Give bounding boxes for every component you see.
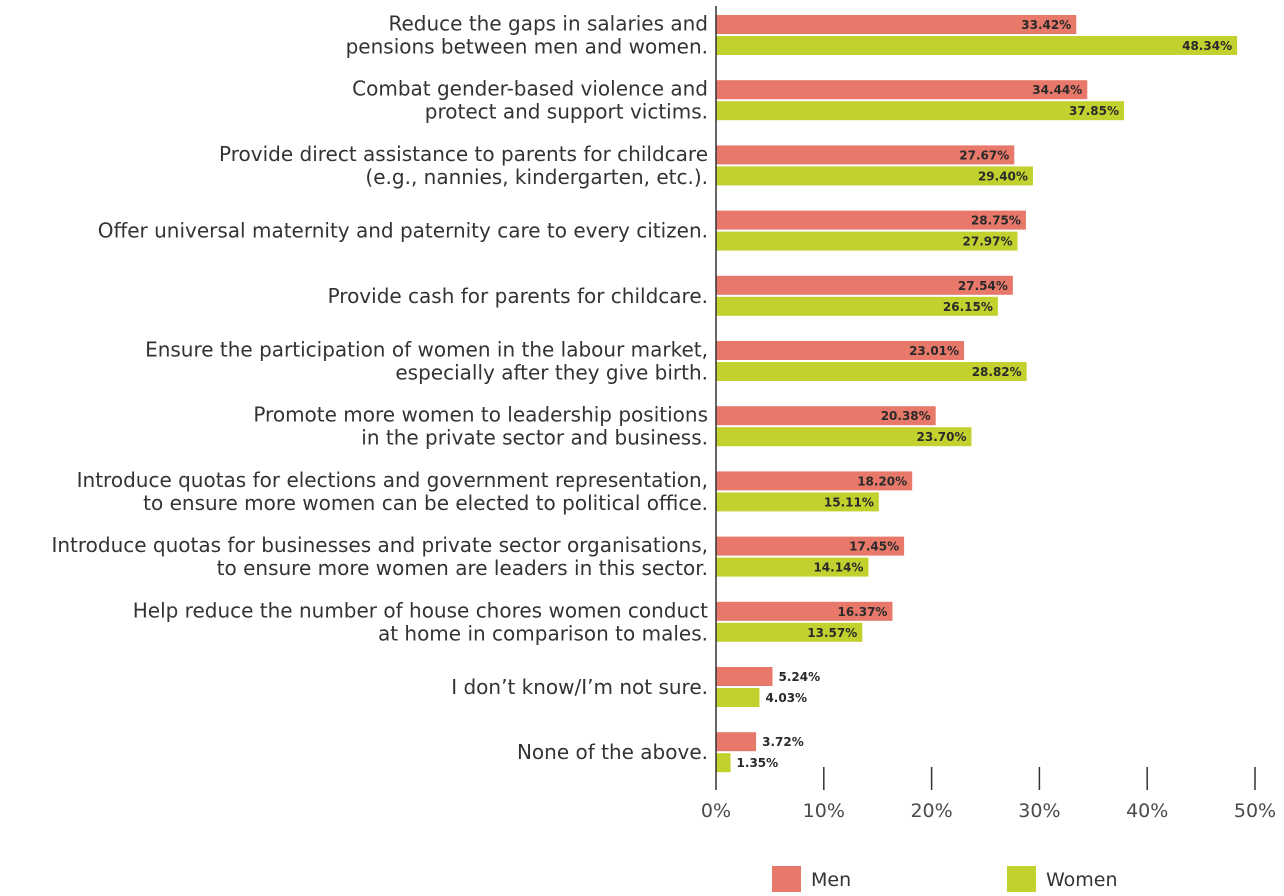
category-label: Ensure the participation of women in the…	[145, 338, 708, 362]
bar-women	[716, 622, 863, 642]
data-label: 5.24%	[778, 670, 820, 684]
data-label: 33.42%	[1021, 18, 1071, 32]
category-label: Help reduce the number of house chores w…	[133, 598, 708, 622]
bar-men	[716, 80, 1088, 100]
bar-men	[716, 536, 905, 556]
bar-women	[716, 427, 972, 447]
bar-men	[716, 601, 893, 621]
bar-men	[716, 210, 1026, 230]
bar-men	[716, 275, 1013, 295]
category-label: especially after they give birth.	[395, 361, 708, 385]
bar-women	[716, 36, 1238, 55]
data-label: 15.11%	[824, 495, 874, 509]
data-label: 28.82%	[972, 365, 1022, 379]
category-label: at home in comparison to males.	[378, 621, 708, 645]
category-label: Offer universal maternity and paternity …	[98, 219, 708, 243]
category-label: Reduce the gaps in salaries and	[388, 12, 708, 36]
category-label: I don’t know/I’m not sure.	[451, 675, 708, 699]
legend-label-women: Women	[1046, 869, 1118, 891]
bar-women	[716, 688, 760, 707]
x-tick-label: 0%	[701, 800, 731, 822]
data-label: 26.15%	[943, 300, 993, 314]
x-tick-label: 10%	[803, 800, 845, 822]
data-label: 23.70%	[917, 430, 967, 444]
data-label: 1.35%	[737, 756, 779, 770]
bar-men	[716, 406, 936, 426]
x-tick-label: 50%	[1234, 800, 1276, 822]
bar-women	[716, 166, 1033, 186]
category-label: (e.g., nannies, kindergarten, etc.).	[365, 165, 708, 189]
data-label: 17.45%	[849, 540, 899, 554]
bar-men	[716, 145, 1015, 165]
category-label: Provide direct assistance to parents for…	[219, 142, 708, 166]
data-label: 16.37%	[837, 605, 887, 619]
x-tick-label: 30%	[1018, 800, 1060, 822]
bar-women	[716, 557, 869, 577]
category-label: Introduce quotas for elections and gover…	[77, 468, 708, 492]
category-label: to ensure more women are leaders in this…	[217, 556, 708, 580]
x-tick-label: 40%	[1126, 800, 1168, 822]
data-label: 37.85%	[1069, 104, 1119, 118]
data-label: 14.14%	[813, 561, 863, 575]
bar-women	[716, 231, 1018, 251]
category-label: pensions between men and women.	[346, 35, 708, 59]
bar-women	[716, 362, 1027, 381]
data-label: 18.20%	[857, 474, 907, 488]
data-label: 4.03%	[765, 691, 807, 705]
bar-men	[716, 341, 965, 360]
category-label: in the private sector and business.	[361, 426, 708, 450]
category-label: to ensure more women can be elected to p…	[143, 491, 708, 515]
category-label: Provide cash for parents for childcare.	[328, 284, 708, 308]
legend-swatch-men	[772, 866, 801, 892]
bar-men	[716, 667, 773, 686]
bar-women	[716, 753, 731, 773]
category-label: Combat gender-based violence and	[352, 77, 708, 101]
category-label: Promote more women to leadership positio…	[253, 403, 708, 427]
bar-women	[716, 101, 1125, 121]
bar-women	[716, 296, 998, 316]
x-tick-label: 20%	[910, 800, 952, 822]
legend-label-men: Men	[811, 869, 851, 891]
data-label: 28.75%	[971, 214, 1021, 228]
data-label: 29.40%	[978, 169, 1028, 183]
category-label: None of the above.	[517, 740, 708, 764]
bar-women	[716, 492, 879, 512]
category-label: protect and support victims.	[425, 100, 708, 124]
data-label: 48.34%	[1182, 39, 1232, 53]
bar-men	[716, 732, 757, 752]
data-label: 34.44%	[1032, 83, 1082, 97]
data-label: 3.72%	[762, 735, 804, 749]
bar-men	[716, 471, 913, 491]
bar-men	[716, 15, 1077, 34]
data-label: 27.97%	[963, 235, 1013, 249]
data-label: 13.57%	[807, 626, 857, 640]
legend-swatch-women	[1007, 866, 1036, 892]
data-label: 20.38%	[881, 409, 931, 423]
data-label: 27.54%	[958, 279, 1008, 293]
data-label: 23.01%	[909, 344, 959, 358]
data-label: 27.67%	[959, 148, 1009, 162]
category-label: Introduce quotas for businesses and priv…	[51, 533, 708, 557]
